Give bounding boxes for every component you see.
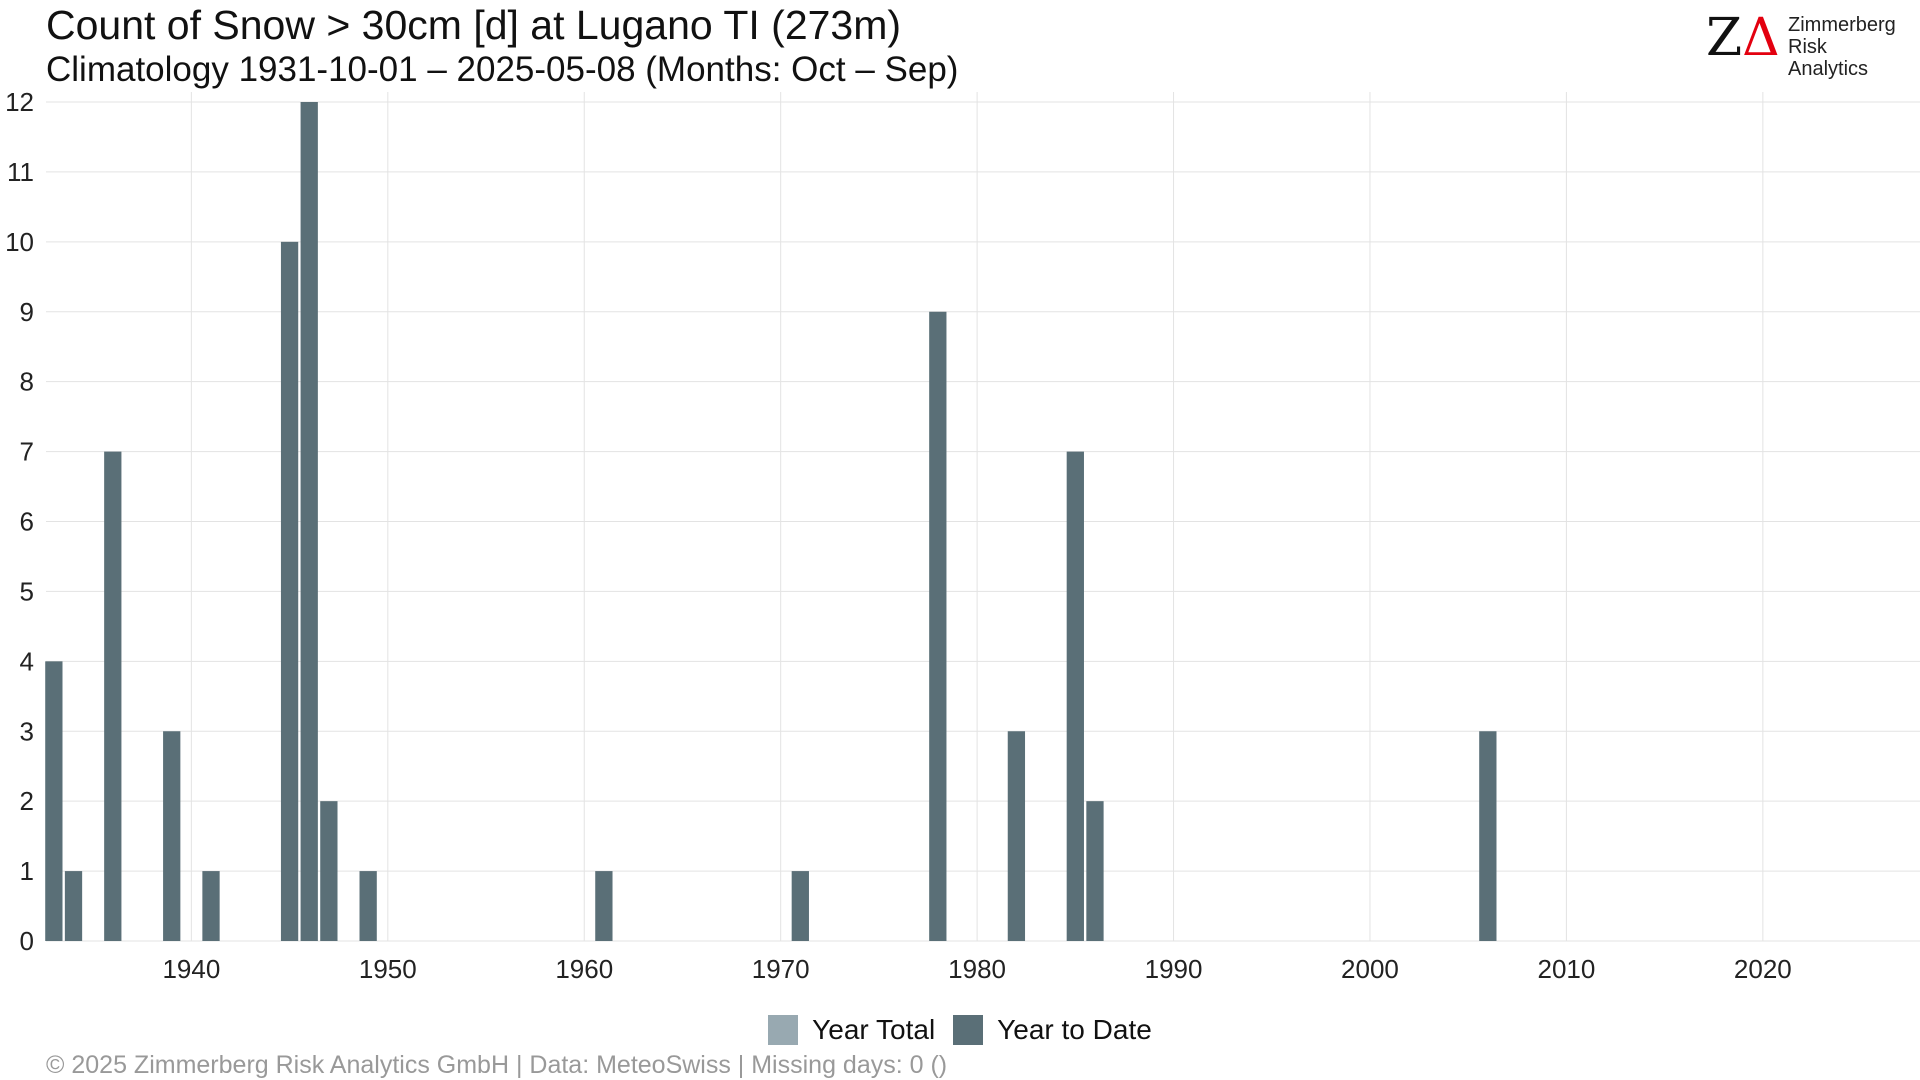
bar: [202, 871, 220, 941]
logo-mark: ZΔ: [1706, 8, 1780, 68]
bars: [45, 102, 1497, 942]
logo-mark-delta: Δ: [1742, 8, 1780, 68]
y-tick-label: 0: [20, 926, 34, 956]
bar: [320, 801, 338, 941]
legend-label: Year Total: [812, 1014, 936, 1045]
logo-name-line1: Zimmerberg: [1788, 14, 1896, 36]
company-logo: ZΔ Zimmerberg Risk Analytics: [1706, 8, 1906, 80]
y-tick-label: 5: [20, 576, 34, 606]
bar: [280, 241, 299, 942]
x-tick-label: 1940: [162, 954, 220, 984]
y-tick-label: 8: [20, 367, 34, 397]
y-tick-label: 4: [20, 646, 34, 676]
bar: [300, 102, 318, 941]
legend-item: Year Total: [768, 1014, 935, 1046]
bar: [163, 731, 181, 941]
logo-name-line2: Risk Analytics: [1788, 36, 1869, 80]
bar: [929, 311, 947, 941]
y-tick-label: 2: [20, 786, 34, 816]
bar: [64, 871, 83, 941]
y-tick-label: 10: [5, 227, 34, 257]
x-tick-label: 1980: [948, 954, 1006, 984]
footer-credit: © 2025 Zimmerberg Risk Analytics GmbH | …: [46, 1051, 948, 1079]
bar: [1066, 451, 1084, 941]
y-tick-label: 3: [20, 716, 34, 746]
logo-name: Zimmerberg Risk Analytics: [1788, 14, 1906, 80]
bar: [45, 661, 63, 941]
legend-label: Year to Date: [997, 1014, 1152, 1045]
y-tick-label: 12: [5, 87, 34, 117]
legend-item: Year to Date: [953, 1014, 1152, 1046]
y-tick-label: 1: [20, 856, 34, 886]
x-tick-label: 1960: [555, 954, 613, 984]
x-tick-label: 1950: [359, 954, 417, 984]
bar: [791, 871, 809, 941]
chart-subtitle: Climatology 1931-10-01 – 2025-05-08 (Mon…: [46, 50, 959, 89]
chart-title: Count of Snow > 30cm [d] at Lugano TI (2…: [46, 2, 902, 48]
x-tick-label: 1970: [752, 954, 810, 984]
y-tick-label: 11: [7, 157, 34, 187]
legend-swatch: [953, 1015, 984, 1045]
y-tick-label: 9: [20, 297, 34, 327]
bar: [1479, 731, 1497, 941]
x-tick-label: 2020: [1734, 954, 1792, 984]
x-axis: 1940 1950 1960 1970 1980 1990 2000 2010 2020: [162, 954, 1791, 984]
bar: [104, 451, 122, 941]
x-tick-label: 1990: [1145, 954, 1203, 984]
bar: [1086, 801, 1104, 941]
bar: [595, 871, 613, 941]
y-tick-label: 7: [20, 437, 34, 467]
grid-lines: [46, 92, 1920, 942]
y-tick-label: 6: [20, 507, 34, 537]
logo-mark-z: Z: [1706, 8, 1743, 68]
x-tick-label: 2000: [1341, 954, 1399, 984]
bar: [359, 871, 377, 941]
x-tick-label: 2010: [1537, 954, 1595, 984]
bar: [1007, 731, 1026, 941]
legend-swatch: [768, 1015, 799, 1045]
legend: Year Total Year to Date: [0, 1014, 1920, 1046]
